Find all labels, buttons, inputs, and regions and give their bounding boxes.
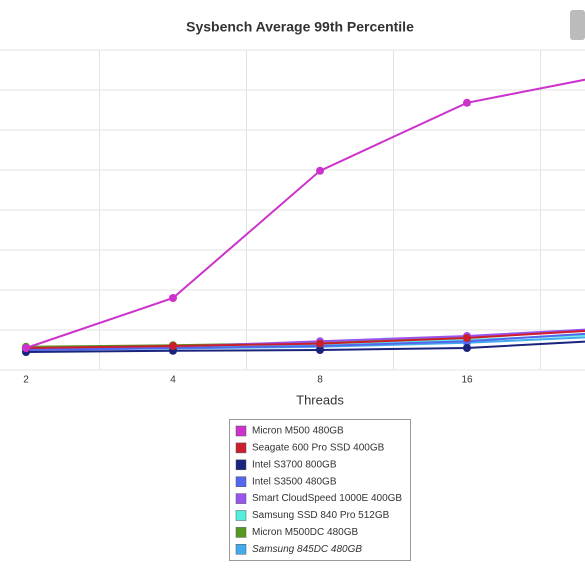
data-point	[169, 342, 177, 350]
legend-label: Intel S3500 480GB	[252, 476, 337, 487]
x-axis-label: Threads	[296, 392, 344, 407]
legend-label: Smart CloudSpeed 1000E 400GB	[252, 493, 402, 504]
data-point	[169, 294, 177, 302]
legend	[229, 419, 411, 561]
legend-swatch	[235, 425, 247, 437]
series-line	[25, 78, 585, 349]
logo	[570, 10, 585, 40]
legend-label: Samsung SSD 840 Pro 512GB	[252, 510, 390, 521]
legend-swatch	[235, 442, 247, 454]
x-tick-label: 8	[317, 375, 323, 386]
legend-swatch	[235, 544, 247, 555]
legend-label: Samsung 845DC 480GB	[252, 544, 362, 555]
legend-swatch	[235, 459, 247, 471]
x-tick-label: 16	[461, 375, 473, 386]
x-tick-label: 4	[170, 375, 176, 386]
data-point	[316, 339, 324, 348]
data-point	[22, 344, 30, 352]
chart-title: Sysbench Average 99th Percentile	[186, 19, 414, 35]
legend-label: Micron M500DC 480GB	[252, 527, 358, 538]
data-point	[463, 334, 471, 342]
data-point	[316, 166, 324, 175]
legend-swatch	[235, 510, 247, 521]
data-point	[316, 346, 324, 354]
legend-label: Seagate 600 Pro SSD 400GB	[252, 443, 385, 454]
x-tick-label: 2	[23, 375, 29, 386]
data-point	[463, 344, 471, 352]
legend-swatch	[235, 493, 247, 504]
legend-label: Intel S3700 800GB	[252, 459, 337, 470]
data-point	[463, 98, 471, 107]
legend-label: Micron M500 480GB	[252, 426, 344, 437]
legend-swatch	[235, 476, 247, 487]
legend-swatch	[235, 527, 247, 538]
